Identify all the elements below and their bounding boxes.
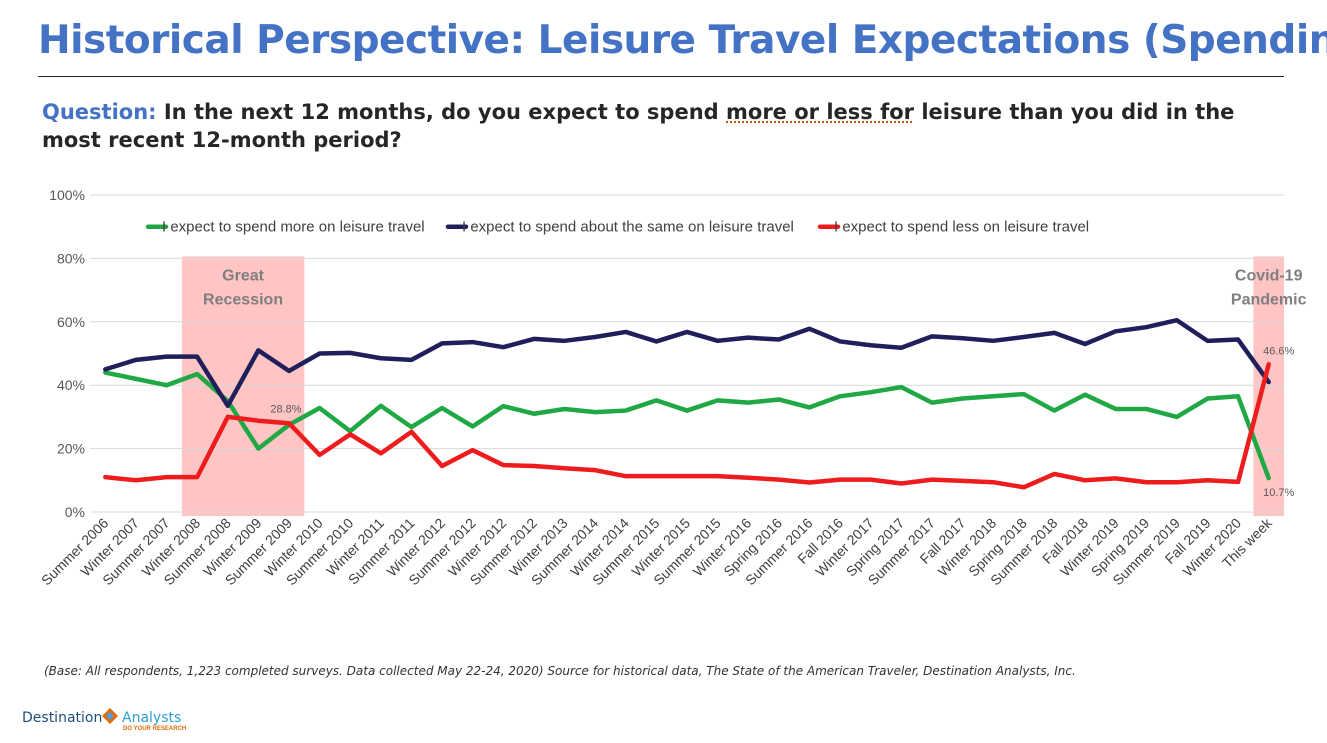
legend-label: I expect to spend about the same on leis… xyxy=(462,219,794,236)
shaded-region-label: Covid-19 xyxy=(1235,267,1303,284)
legend-label: I expect to spend less on leisure travel xyxy=(834,219,1089,236)
shaded-region-label: Recession xyxy=(203,291,283,308)
logo-tagline: DO YOUR RESEARCH xyxy=(123,726,187,732)
survey-question: Question: In the next 12 months, do you … xyxy=(42,98,1282,154)
question-emphasis: more or less for xyxy=(726,100,915,124)
y-tick-label: 100% xyxy=(49,187,85,203)
title-divider xyxy=(38,76,1284,77)
series-line xyxy=(103,362,1271,490)
data-label: 28.8% xyxy=(270,404,301,416)
base-footnote: (Base: All respondents, 1,223 completed … xyxy=(44,664,1076,678)
destination-analysts-logo: Destination Analysts DO YOUR RESEARCH xyxy=(22,706,202,743)
question-text-end: leisure than you did in the most recent … xyxy=(42,100,1235,152)
logo-right-word: Analysts xyxy=(122,710,181,726)
slide-title: Historical Perspective: Leisure Travel E… xyxy=(38,18,1327,63)
y-tick-label: 0% xyxy=(65,504,85,520)
question-label: Question: xyxy=(42,100,157,124)
y-tick-label: 60% xyxy=(57,314,85,330)
y-tick-label: 80% xyxy=(57,250,85,266)
logo-left-word: Destination xyxy=(22,710,102,726)
data-label: 46.6% xyxy=(1263,345,1294,357)
question-text-start: In the next 12 months, do you expect to … xyxy=(156,100,727,124)
data-label: 10.7% xyxy=(1263,487,1294,499)
shaded-region-label: Great xyxy=(222,267,264,284)
shaded-region xyxy=(181,256,305,516)
legend-label: I expect to spend more on leisure travel xyxy=(162,219,425,236)
series-line xyxy=(103,317,1271,409)
y-tick-label: 20% xyxy=(57,441,85,457)
y-tick-label: 40% xyxy=(57,377,85,393)
series-line xyxy=(103,370,1271,481)
line-chart: Great Recession Covid-19 Pandemic 0% 20% 40% 60… xyxy=(38,187,1307,588)
logo-diamond-icon xyxy=(102,708,118,724)
shaded-region-label: Pandemic xyxy=(1231,291,1307,308)
